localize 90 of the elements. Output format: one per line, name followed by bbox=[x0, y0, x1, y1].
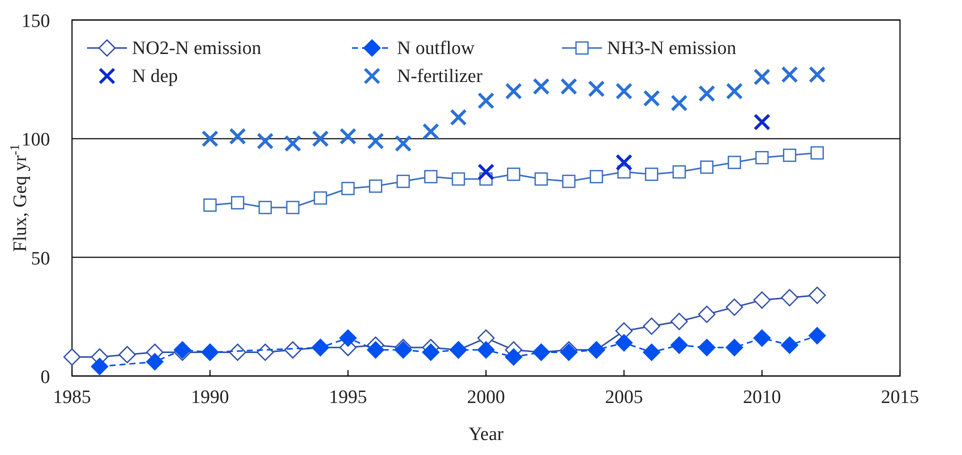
point bbox=[228, 344, 246, 361]
point bbox=[286, 200, 300, 214]
point bbox=[808, 286, 826, 304]
point bbox=[452, 172, 466, 186]
point bbox=[422, 123, 440, 140]
point bbox=[728, 156, 742, 170]
point bbox=[782, 148, 796, 162]
legend-label: N-fertilizer bbox=[397, 66, 484, 87]
point bbox=[256, 132, 274, 150]
point bbox=[396, 174, 410, 188]
point bbox=[643, 90, 660, 107]
point bbox=[532, 78, 550, 95]
point bbox=[642, 318, 660, 335]
point bbox=[118, 346, 136, 364]
x-tick-label: 2010 bbox=[743, 387, 781, 408]
x-tick-label: 2005 bbox=[605, 387, 643, 408]
legend-label: NH3-N emission bbox=[607, 38, 737, 59]
point bbox=[258, 200, 272, 214]
point bbox=[478, 163, 494, 180]
legend-label: NO2-N emission bbox=[132, 38, 262, 59]
point bbox=[700, 160, 714, 174]
point bbox=[670, 94, 688, 112]
point bbox=[672, 165, 686, 179]
point bbox=[670, 312, 688, 330]
point bbox=[560, 78, 578, 95]
point bbox=[312, 130, 329, 148]
point bbox=[477, 341, 495, 359]
x-tick-label: 1985 bbox=[53, 387, 91, 408]
point bbox=[808, 327, 826, 344]
point bbox=[394, 134, 412, 152]
point bbox=[63, 348, 81, 366]
point bbox=[146, 353, 164, 370]
point bbox=[615, 334, 633, 352]
point bbox=[616, 82, 632, 100]
point bbox=[726, 298, 744, 316]
point bbox=[644, 168, 658, 181]
point bbox=[314, 191, 328, 205]
point bbox=[339, 329, 357, 347]
y-tick-label: 100 bbox=[22, 130, 50, 151]
point bbox=[780, 289, 798, 306]
point bbox=[698, 85, 716, 102]
point bbox=[590, 170, 604, 184]
point bbox=[588, 80, 605, 98]
point bbox=[203, 198, 217, 212]
point bbox=[368, 179, 382, 193]
point bbox=[754, 114, 770, 131]
legend-label: N dep bbox=[132, 66, 178, 87]
point bbox=[755, 151, 769, 164]
x-tick-label: 2000 bbox=[467, 387, 505, 408]
point bbox=[202, 130, 218, 148]
point bbox=[341, 182, 355, 196]
y-tick-label: 50 bbox=[31, 248, 50, 270]
x-tick-label: 2015 bbox=[881, 387, 919, 408]
point bbox=[534, 172, 548, 186]
x-axis-title: Year bbox=[468, 424, 504, 445]
point bbox=[284, 341, 302, 359]
x-tick-label: 1995 bbox=[329, 387, 367, 408]
point bbox=[616, 154, 632, 171]
point bbox=[642, 344, 660, 361]
point bbox=[670, 336, 688, 354]
point bbox=[504, 348, 522, 366]
point bbox=[698, 306, 716, 323]
point bbox=[780, 336, 798, 354]
point bbox=[506, 168, 520, 181]
point bbox=[808, 66, 826, 84]
point bbox=[478, 92, 494, 110]
y-tick-label: 150 bbox=[22, 11, 50, 32]
y-tick-label: 0 bbox=[40, 367, 50, 388]
point bbox=[422, 344, 440, 361]
point bbox=[754, 68, 770, 86]
point bbox=[781, 66, 798, 84]
point bbox=[726, 338, 744, 356]
point bbox=[810, 146, 824, 160]
point bbox=[340, 128, 356, 145]
point bbox=[284, 134, 302, 152]
point bbox=[424, 170, 438, 184]
point bbox=[229, 128, 246, 145]
x-tick-label: 1990 bbox=[191, 387, 229, 408]
point bbox=[230, 196, 244, 210]
point bbox=[450, 108, 467, 126]
point bbox=[366, 341, 384, 359]
point bbox=[505, 82, 522, 100]
point bbox=[367, 132, 384, 150]
point bbox=[562, 174, 576, 188]
point bbox=[753, 291, 771, 309]
point bbox=[753, 329, 771, 347]
legend-label: N outflow bbox=[397, 38, 475, 59]
point bbox=[726, 82, 743, 100]
point bbox=[698, 338, 716, 356]
point bbox=[90, 358, 108, 376]
